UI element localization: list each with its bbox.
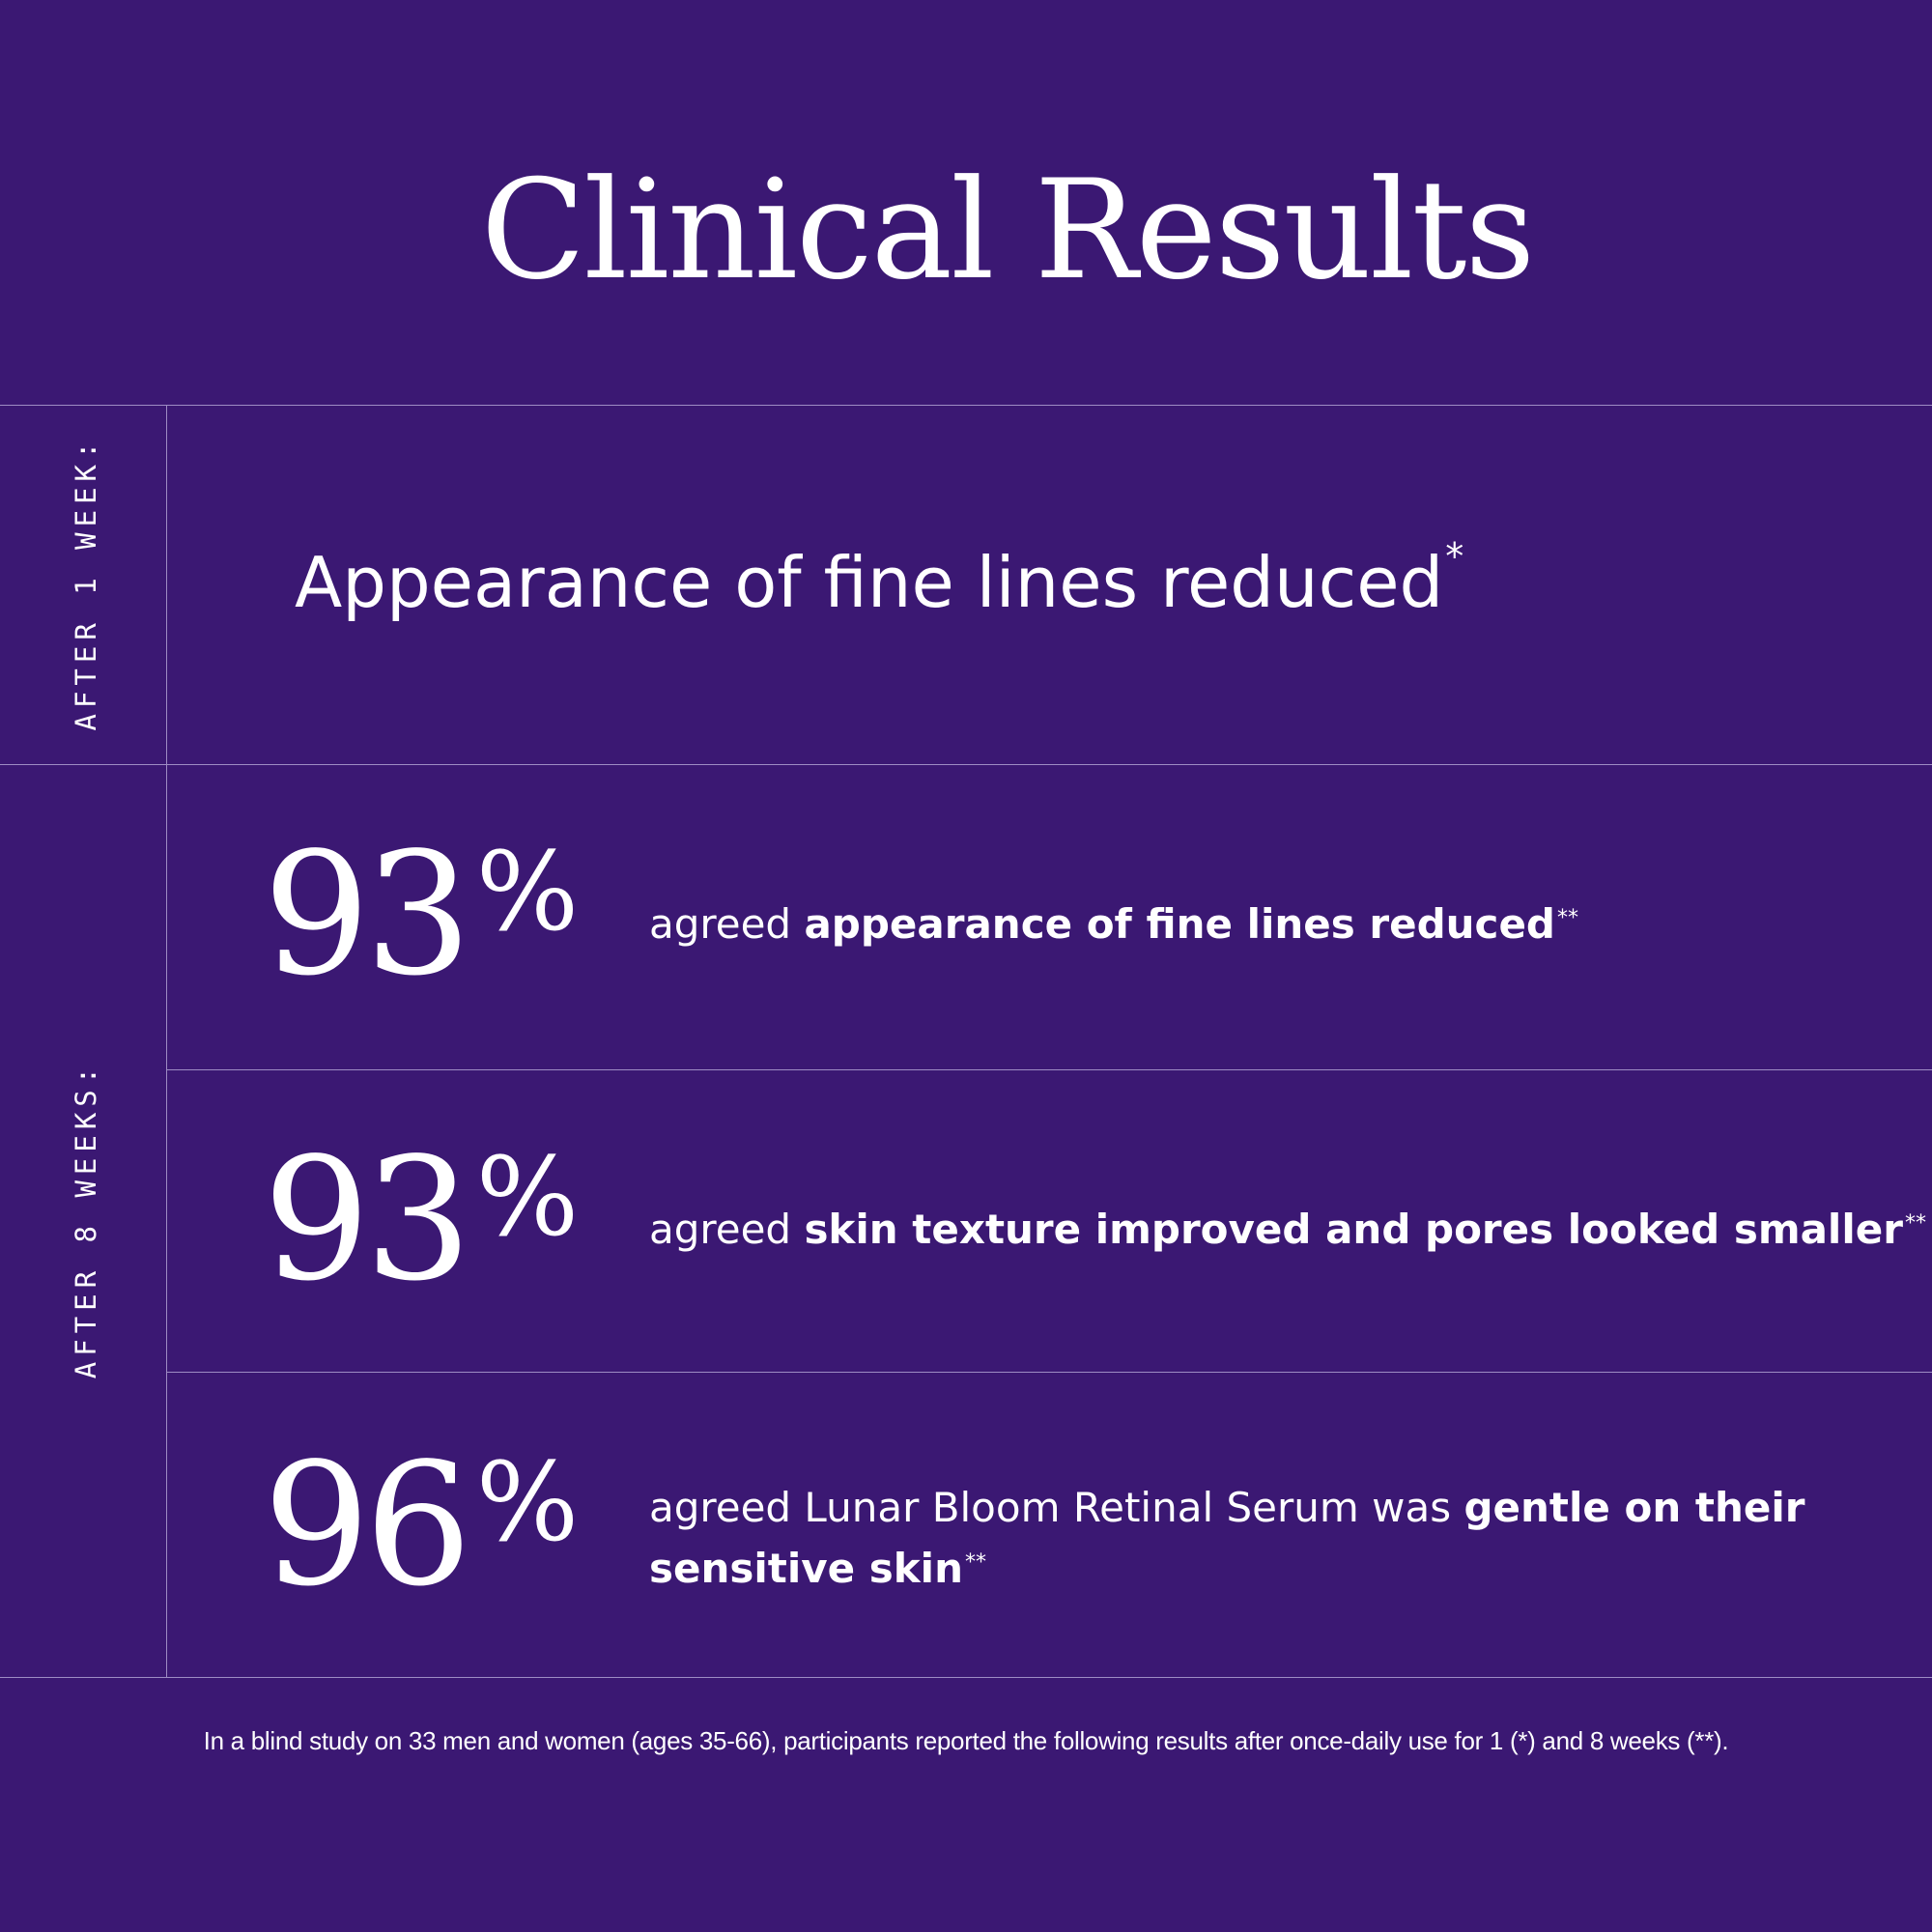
stat-description-prefix: agreed [649, 1206, 805, 1253]
percent-sign: % [475, 1135, 580, 1261]
stat-description: agreed appearance of fine lines reduced*… [649, 894, 1578, 954]
stat-value: 93 [263, 817, 472, 1013]
stat-description: agreed skin texture improved and pores l… [649, 1199, 1926, 1260]
week1-footnote-mark: * [1445, 535, 1464, 578]
stat-description-bold-line1: gentle on their [1463, 1484, 1805, 1531]
study-footnote: In a blind study on 33 men and women (ag… [203, 1726, 1729, 1755]
stat-footnote-mark: ** [1904, 1211, 1926, 1236]
week1-result-text: Appearance of fine lines reduced [295, 542, 1444, 623]
stat-description-bold: skin texture improved and pores looked s… [804, 1206, 1903, 1253]
stat-footnote-mark: ** [964, 1550, 986, 1575]
divider-bottom [0, 1677, 1932, 1678]
divider-top [0, 405, 1932, 406]
divider-row2-bottom [166, 1372, 1932, 1373]
stat-percentage: 96% [263, 1441, 579, 1610]
stat-description-prefix: agreed [649, 900, 805, 948]
week1-result: Appearance of fine lines reduced* [295, 535, 1463, 624]
stat-value: 93 [263, 1122, 472, 1319]
divider-week1-bottom [0, 764, 1932, 765]
percent-sign: % [475, 830, 580, 955]
section-label-week8: AFTER 8 WEEKS: [70, 1061, 102, 1379]
stat-percentage: 93% [263, 831, 579, 1000]
divider-row1-bottom [166, 1069, 1932, 1070]
page-title: Clinical Results [480, 151, 1536, 310]
stat-description-bold-line2: sensitive skin [649, 1545, 963, 1592]
stat-footnote-mark: ** [1557, 906, 1578, 930]
divider-vertical [166, 405, 167, 1678]
stat-value: 96 [263, 1428, 472, 1624]
stat-description-prefix: agreed Lunar Bloom Retinal Serum was [649, 1484, 1464, 1531]
stat-percentage: 93% [263, 1136, 579, 1305]
stat-description-bold: appearance of fine lines reduced [804, 900, 1555, 948]
percent-sign: % [475, 1440, 580, 1566]
section-label-week1: AFTER 1 WEEK: [70, 436, 102, 731]
stat-description: agreed Lunar Bloom Retinal Serum was gen… [649, 1477, 1804, 1599]
